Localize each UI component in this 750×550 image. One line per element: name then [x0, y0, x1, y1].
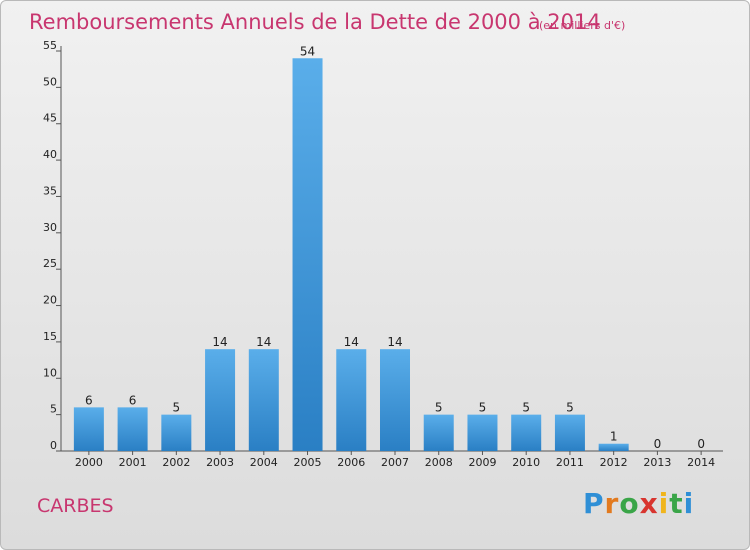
y-tick-label: 10	[43, 366, 57, 379]
x-tick-label-2007: 2007	[381, 456, 409, 469]
x-tick-label-2010: 2010	[512, 456, 540, 469]
y-tick-label: 15	[43, 330, 57, 343]
x-tick-label-2008: 2008	[425, 456, 453, 469]
logo-letter: x	[639, 487, 659, 520]
bar-2010	[511, 414, 542, 451]
bar-2008	[423, 414, 454, 451]
y-tick-label: 50	[43, 75, 57, 88]
x-tick-label-2004: 2004	[250, 456, 278, 469]
commune-name: CARBES	[37, 495, 114, 517]
value-label-2010: 5	[522, 401, 530, 415]
chart-title: Remboursements Annuels de la Dette de 20…	[29, 10, 601, 34]
x-tick-label-2011: 2011	[556, 456, 584, 469]
x-tick-label-2001: 2001	[119, 456, 147, 469]
x-tick-label-2005: 2005	[294, 456, 322, 469]
bar-2004	[248, 349, 279, 451]
logo-letter: i	[683, 487, 695, 520]
value-label-2011: 5	[566, 401, 574, 415]
x-tick-label-2013: 2013	[643, 456, 671, 469]
bar-2005	[292, 58, 323, 451]
value-label-2001: 6	[129, 393, 137, 407]
value-label-2005: 54	[300, 44, 315, 58]
y-tick-label: 55	[43, 39, 57, 52]
bar-2006	[336, 349, 367, 451]
y-tick-label: 30	[43, 221, 57, 234]
bar-2002	[161, 414, 192, 451]
y-tick-label: 35	[43, 184, 57, 197]
y-tick-label: 25	[43, 257, 57, 270]
proxiti-logo: Proxiti	[583, 487, 694, 520]
value-label-2006: 14	[344, 335, 359, 349]
value-label-2004: 14	[256, 335, 271, 349]
value-label-2009: 5	[479, 401, 487, 415]
bar-2009	[467, 414, 498, 451]
x-tick-label-2014: 2014	[687, 456, 715, 469]
logo-letter: i	[658, 487, 670, 520]
y-tick-label: 0	[50, 439, 57, 452]
value-label-2014: 0	[697, 437, 705, 451]
bar-2012	[598, 443, 629, 451]
logo-letter: P	[583, 487, 605, 520]
value-label-2013: 0	[654, 437, 662, 451]
bar-2000	[73, 407, 104, 451]
logo-letter: t	[669, 487, 684, 520]
y-tick-label: 40	[43, 148, 57, 161]
x-tick-label-2003: 2003	[206, 456, 234, 469]
bar-2011	[554, 414, 585, 451]
value-label-2003: 14	[212, 335, 227, 349]
value-label-2000: 6	[85, 393, 93, 407]
y-tick-label: 20	[43, 294, 57, 307]
x-tick-label-2000: 2000	[75, 456, 103, 469]
x-tick-label-2009: 2009	[468, 456, 496, 469]
x-tick-label-2006: 2006	[337, 456, 365, 469]
bar-2003	[205, 349, 236, 451]
value-label-2007: 14	[387, 335, 402, 349]
value-label-2008: 5	[435, 401, 443, 415]
bar-2007	[380, 349, 410, 451]
bars: 6 6 5 14 14 54 14 14 5 5 5 5 1 0 0	[73, 44, 705, 451]
chart-unit-label: (en milliers d'€)	[539, 19, 625, 32]
x-tick-label-2012: 2012	[600, 456, 628, 469]
y-tick-label: 5	[50, 403, 57, 416]
value-label-2012: 1	[610, 430, 618, 444]
bar-2001	[117, 407, 148, 451]
logo-letter: r	[604, 487, 620, 520]
y-tick-label: 45	[43, 112, 57, 125]
value-label-2002: 5	[173, 401, 181, 415]
x-tick-label-2002: 2002	[162, 456, 190, 469]
logo-letter: o	[619, 487, 640, 520]
